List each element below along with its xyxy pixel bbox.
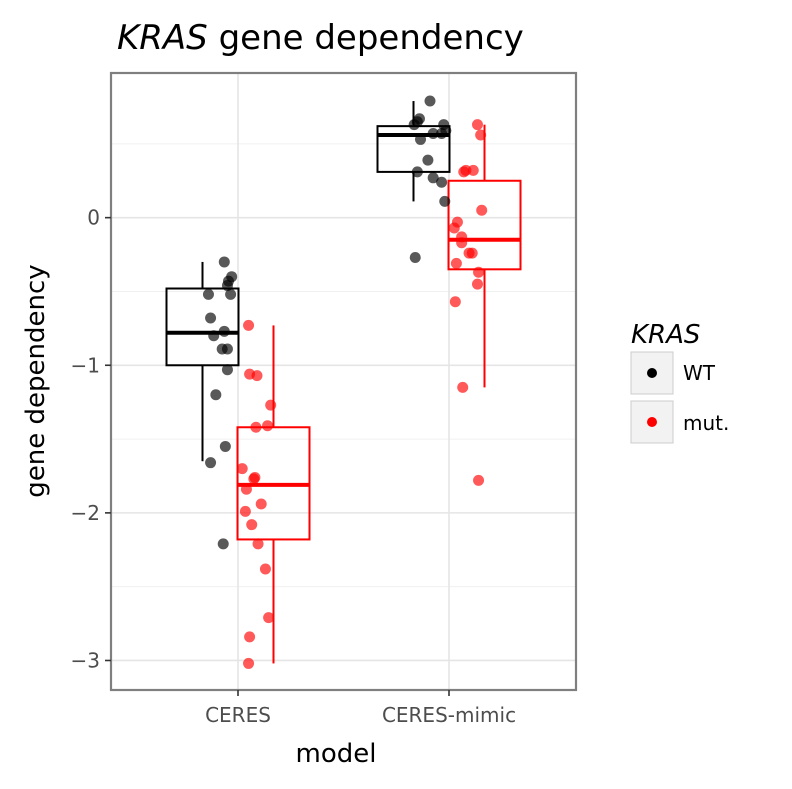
legend-entry-mut: mut. xyxy=(630,400,729,444)
data-point-wt xyxy=(208,330,220,342)
y-tick-label: 0 xyxy=(87,206,100,230)
chart-title-italic: KRAS xyxy=(117,18,208,58)
legend-point-mut xyxy=(647,417,657,427)
legend-label-wt: WT xyxy=(683,361,716,385)
data-point-wt xyxy=(436,176,448,188)
data-point-mut xyxy=(466,247,478,259)
chart-title: KRAS gene dependency xyxy=(117,18,524,58)
x-tick-label: CERES xyxy=(205,703,271,727)
data-point-wt xyxy=(413,113,425,125)
y-tick-label: −3 xyxy=(71,648,100,672)
data-point-mut xyxy=(263,612,275,624)
legend-point-wt xyxy=(647,368,657,378)
data-point-wt xyxy=(427,172,439,184)
legend: KRAS WT mut. xyxy=(630,320,729,444)
data-point-mut xyxy=(265,399,277,411)
data-point-mut xyxy=(249,471,261,483)
data-point-wt xyxy=(422,154,434,166)
data-point-wt xyxy=(221,364,233,376)
plot-panel-border xyxy=(109,71,578,692)
data-point-wt xyxy=(411,166,423,178)
data-point-wt xyxy=(427,128,439,140)
grid-lines xyxy=(111,73,576,690)
data-point-mut xyxy=(236,463,248,475)
data-point-wt xyxy=(217,538,229,550)
data-point-mut xyxy=(476,204,488,216)
data-point-mut xyxy=(259,563,271,575)
data-point-mut xyxy=(243,657,255,669)
y-tick-label: −2 xyxy=(71,501,100,525)
data-point-mut xyxy=(250,421,262,433)
data-point-mut xyxy=(255,498,267,510)
data-point-mut xyxy=(239,505,251,517)
data-point-wt xyxy=(409,252,421,264)
x-axis-title: model xyxy=(296,739,377,769)
legend-entry-wt: WT xyxy=(630,351,716,395)
data-point-wt xyxy=(210,389,222,401)
plot-marks xyxy=(165,95,522,669)
data-point-wt xyxy=(202,288,214,300)
data-point-mut xyxy=(449,296,461,308)
data-point-mut xyxy=(251,370,263,382)
boxplot-wt-ceres xyxy=(165,261,240,462)
data-point-wt xyxy=(205,312,217,324)
data-point-mut xyxy=(252,538,264,550)
data-point-mut xyxy=(448,222,460,234)
data-point-wt xyxy=(438,119,450,131)
data-point-mut xyxy=(473,266,485,278)
data-point-mut xyxy=(457,381,469,393)
chart-title-rest: gene dependency xyxy=(208,18,524,58)
data-point-wt xyxy=(225,288,237,300)
data-point-wt xyxy=(424,95,436,107)
data-point-wt xyxy=(439,195,451,207)
data-point-mut xyxy=(471,119,483,131)
data-point-wt xyxy=(226,271,238,283)
data-point-mut xyxy=(240,483,252,495)
data-point-mut xyxy=(244,631,256,643)
data-point-mut xyxy=(456,237,468,249)
data-point-wt xyxy=(221,343,233,355)
data-point-mut xyxy=(243,319,255,331)
data-point-wt xyxy=(415,133,427,145)
y-axis-title: gene dependency xyxy=(21,264,51,497)
legend-label-mut: mut. xyxy=(683,411,729,435)
data-point-mut xyxy=(473,474,485,486)
data-point-wt xyxy=(205,457,217,469)
data-point-wt xyxy=(221,280,233,292)
box-body xyxy=(447,179,522,271)
box-body xyxy=(165,287,240,367)
data-point-mut xyxy=(475,129,487,141)
data-point-mut xyxy=(262,420,274,432)
data-point-mut xyxy=(467,164,479,176)
data-point-wt xyxy=(218,325,230,337)
data-point-mut xyxy=(246,519,258,531)
data-point-mut xyxy=(450,257,462,269)
data-point-wt xyxy=(218,256,230,268)
axes: 0 −1 −2 −3 CERES CERES-mimic xyxy=(71,206,517,727)
y-tick-label: −1 xyxy=(71,353,100,377)
data-point-wt xyxy=(219,440,231,452)
x-tick-label: CERES-mimic xyxy=(382,703,516,727)
data-point-mut xyxy=(471,278,483,290)
plot-panel-background xyxy=(111,73,576,690)
legend-title: KRAS xyxy=(631,320,700,350)
